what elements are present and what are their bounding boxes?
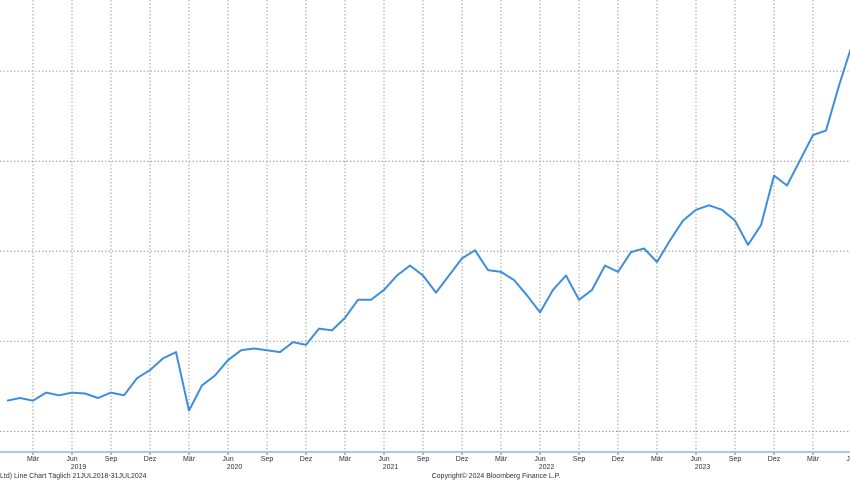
x-tick-label: Jun xyxy=(66,456,77,463)
year-label: 2020 xyxy=(227,464,243,471)
x-tick-label: Dez xyxy=(144,456,157,463)
x-tick-label: Sep xyxy=(261,456,274,463)
x-tick-label: Jun xyxy=(534,456,545,463)
year-label: 2022 xyxy=(539,464,555,471)
data-line xyxy=(6,47,850,412)
x-tick-label: Dez xyxy=(456,456,469,463)
x-tick-label: Mär xyxy=(183,456,196,463)
x-tick-label: Mär xyxy=(807,456,820,463)
year-label: 2021 xyxy=(383,464,399,471)
x-tick-label: Sep xyxy=(417,456,430,463)
year-label: 2019 xyxy=(71,464,87,471)
footer-left: Ltd) Line Chart Täglich 21JUL2018-31JUL2… xyxy=(0,473,147,480)
x-tick-label: Jun xyxy=(846,456,850,463)
footer-right: Copyright© 2024 Bloomberg Finance L.P. xyxy=(432,472,561,480)
x-tick-label: Sep xyxy=(573,456,586,463)
x-tick-label: Mär xyxy=(495,456,508,463)
x-tick-label: Mär xyxy=(651,456,664,463)
x-tick-label: Sep xyxy=(105,456,118,463)
x-tick-label: Mär xyxy=(27,456,40,463)
x-tick-label: Dez xyxy=(612,456,625,463)
x-tick-label: Dez xyxy=(300,456,313,463)
x-tick-label: Dez xyxy=(768,456,781,463)
x-tick-label: Sep xyxy=(729,456,742,463)
year-label: 2023 xyxy=(695,464,711,471)
x-tick-label: Jun xyxy=(378,456,389,463)
x-tick-label: Jun xyxy=(690,456,701,463)
x-tick-label: Jun xyxy=(222,456,233,463)
x-tick-label: Mär xyxy=(339,456,352,463)
